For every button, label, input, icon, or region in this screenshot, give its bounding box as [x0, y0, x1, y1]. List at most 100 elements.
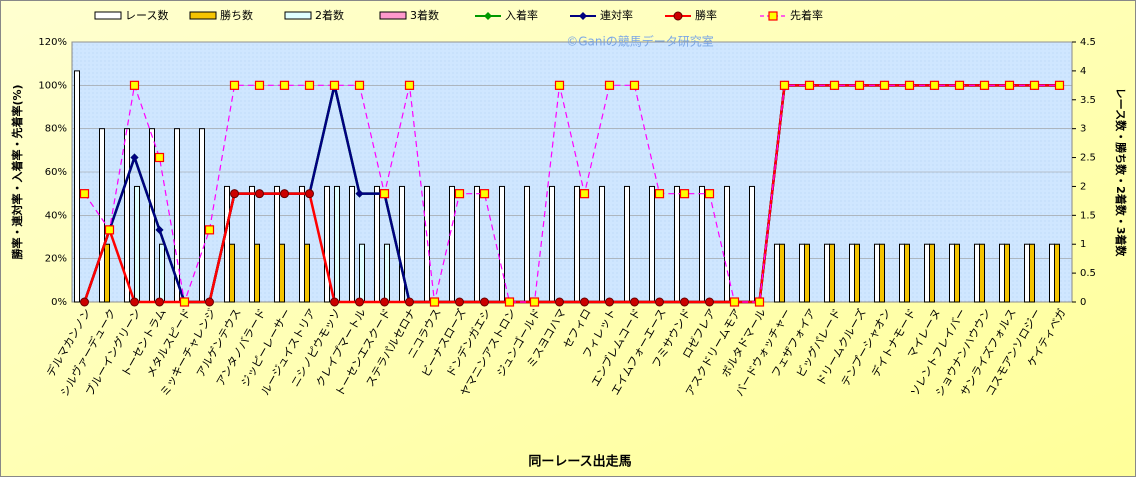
bar — [99, 128, 105, 303]
y-tick-label: 40% — [45, 210, 67, 221]
bar — [384, 243, 390, 303]
marker — [954, 80, 965, 90]
bar — [424, 185, 430, 303]
marker — [104, 225, 115, 235]
bar — [274, 185, 280, 303]
marker — [779, 80, 790, 90]
marker — [405, 297, 414, 307]
marker — [879, 80, 890, 90]
marker — [330, 297, 339, 307]
legend-swatch — [189, 11, 217, 20]
legend-label: 3着数 — [410, 8, 439, 22]
marker — [554, 80, 565, 90]
marker — [929, 80, 940, 90]
marker — [580, 297, 589, 307]
bar — [699, 185, 705, 303]
marker — [354, 80, 365, 90]
marker — [130, 153, 139, 162]
legend-item: 先着率 — [760, 8, 823, 22]
y-tick-label: 80% — [45, 124, 67, 135]
bar — [929, 243, 935, 303]
marker — [230, 189, 239, 199]
bar — [124, 128, 130, 303]
bar — [524, 185, 530, 303]
legend-item: 勝率 — [665, 8, 717, 22]
marker — [1004, 80, 1015, 90]
line — [83, 84, 1060, 304]
bar — [279, 243, 285, 303]
marker — [529, 297, 540, 307]
y-tick-label: 20% — [45, 254, 67, 265]
marker — [205, 297, 214, 307]
legend-item: 連対率 — [570, 8, 633, 22]
marker — [673, 11, 683, 21]
marker — [329, 80, 340, 90]
bar — [624, 185, 630, 303]
y2-tick-label: 1.5 — [1080, 210, 1096, 221]
y2-tick-label: 4 — [1080, 66, 1086, 77]
bar — [254, 243, 260, 303]
bar — [649, 185, 655, 303]
marker — [479, 189, 490, 199]
legend-item: 勝ち数 — [189, 8, 253, 22]
legend-item: 3着数 — [379, 8, 439, 22]
legend-label: 勝ち数 — [220, 8, 253, 22]
bar — [849, 243, 855, 303]
marker — [355, 297, 364, 307]
bar — [359, 243, 365, 303]
bar — [774, 243, 780, 303]
marker — [768, 11, 778, 21]
legend-swatch — [379, 11, 407, 20]
y-axis-title: 勝率・連対率・入着率・先着率(%) — [10, 84, 24, 259]
marker — [579, 12, 587, 20]
marker — [504, 297, 515, 307]
bar — [879, 243, 885, 303]
bar — [549, 185, 555, 303]
marker — [154, 152, 165, 163]
bar — [949, 243, 955, 303]
bar — [224, 185, 230, 303]
bar — [854, 243, 860, 303]
bar — [104, 243, 110, 303]
bar — [904, 243, 910, 303]
legend-item: 入着率 — [475, 8, 538, 22]
legend-label: 入着率 — [505, 8, 538, 22]
marker — [729, 297, 740, 307]
bar — [299, 185, 305, 303]
marker — [255, 189, 264, 199]
legend-label: 連対率 — [600, 8, 633, 22]
marker — [279, 80, 290, 90]
bar — [824, 243, 830, 303]
legend-label: レース数 — [125, 9, 168, 22]
bar — [74, 70, 80, 303]
y2-tick-label: 4.5 — [1080, 37, 1096, 48]
bar — [999, 243, 1005, 303]
bar — [449, 185, 455, 303]
x-axis-title: 同ーレース出走馬 — [528, 454, 631, 470]
bar — [979, 243, 985, 303]
marker — [179, 297, 190, 307]
marker — [629, 80, 640, 90]
marker — [280, 189, 289, 199]
marker — [804, 80, 815, 90]
bar — [779, 243, 785, 303]
marker — [155, 225, 164, 234]
bar — [249, 185, 255, 303]
y2-tick-label: 2 — [1080, 181, 1086, 192]
marker — [130, 297, 139, 307]
bar — [1029, 243, 1035, 303]
legend-label: 先着率 — [790, 8, 823, 22]
marker — [155, 297, 164, 307]
bar — [804, 243, 810, 303]
bar — [304, 243, 310, 303]
marker — [404, 80, 415, 90]
marker — [1029, 80, 1040, 90]
y-tick-label: 100% — [38, 80, 67, 91]
marker — [854, 80, 865, 90]
y2-tick-label: 0 — [1080, 297, 1086, 308]
marker — [754, 297, 765, 307]
bar — [199, 128, 205, 303]
y2-tick-label: 1 — [1080, 239, 1086, 250]
y2-tick-label: 3 — [1080, 124, 1086, 135]
